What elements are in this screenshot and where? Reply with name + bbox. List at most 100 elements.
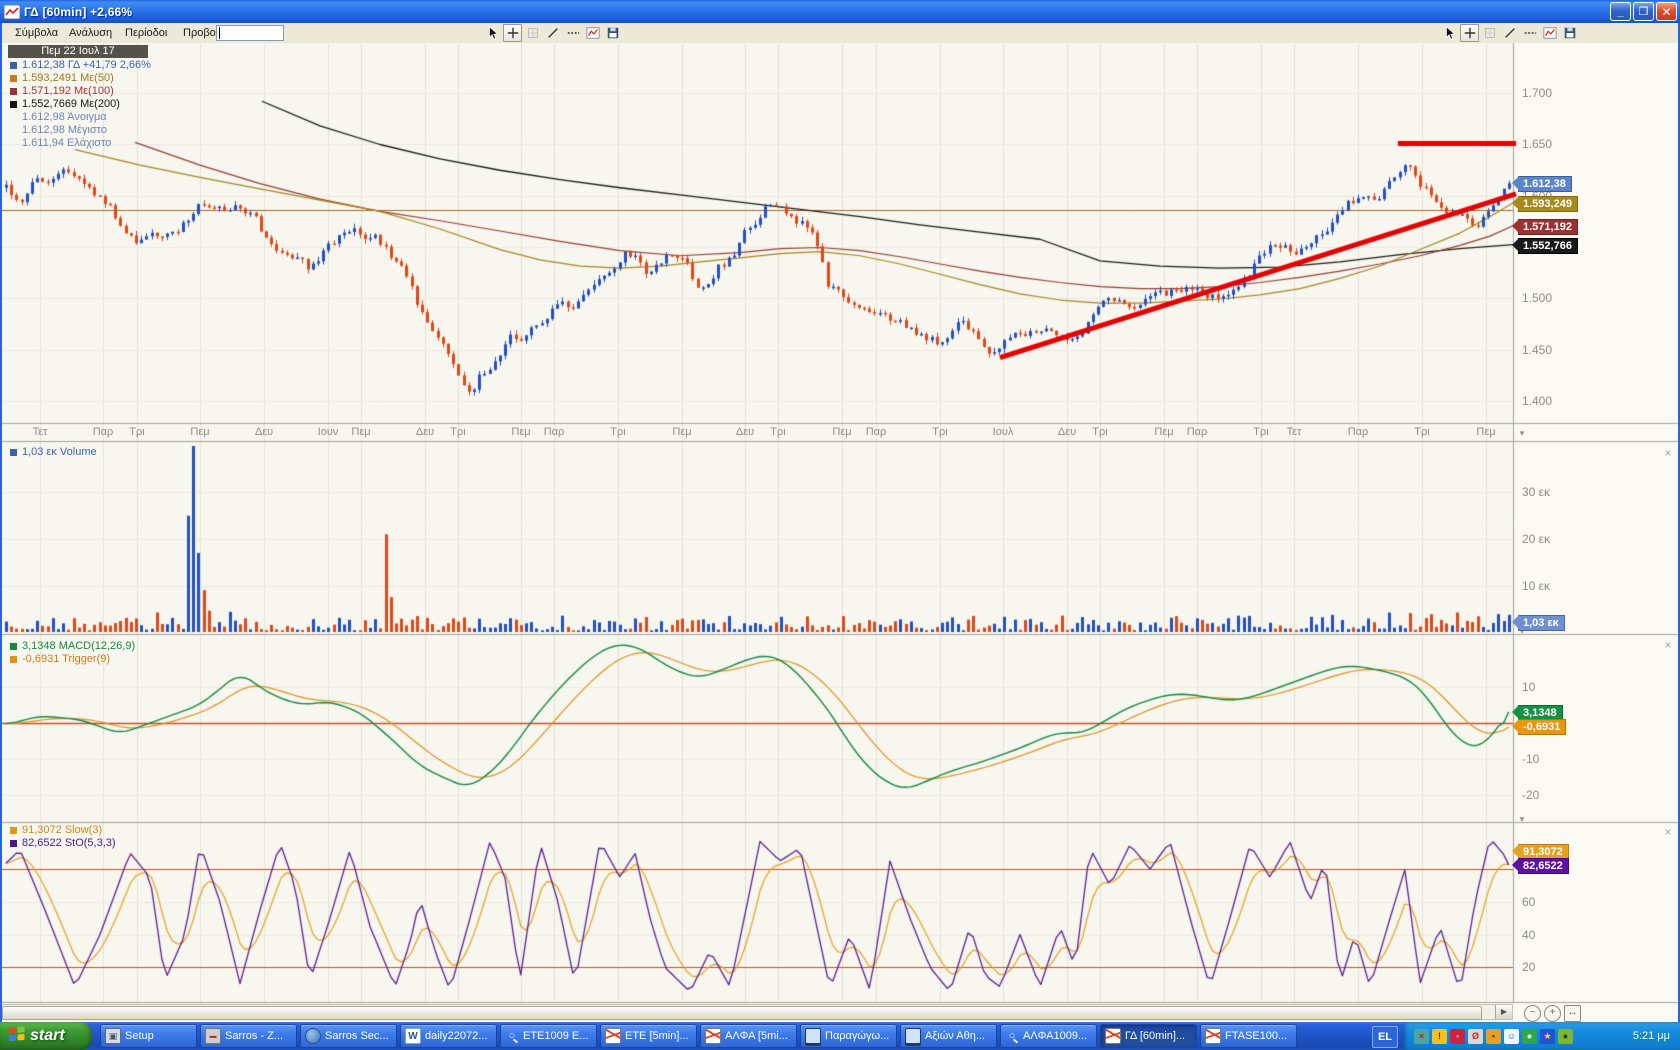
menu-item[interactable]: Ανάλυση [69, 27, 113, 39]
zoom-in-button[interactable]: + [1544, 1005, 1561, 1022]
task-label: ΕΤΕ1009 Ε... [523, 1030, 589, 1042]
task-button[interactable]: ΑΛΦΑ [5mi... [700, 1024, 797, 1048]
panel-collapse-icon[interactable]: ▾ [1519, 814, 1525, 824]
task-button[interactable]: ΑΛΦΑ1009... [1000, 1024, 1097, 1048]
panel-collapse-icon[interactable]: ▾ [1519, 428, 1525, 438]
value-tag-text: 1.612,38 [1523, 178, 1566, 190]
network-error-icon[interactable]: × [1414, 1028, 1429, 1044]
stoch-axis-tick: 60 [1522, 895, 1536, 909]
dotted-line-tool-button[interactable] [563, 24, 582, 42]
scrollbar-thumb[interactable] [2, 1006, 1482, 1020]
value-tag-arrow [1512, 615, 1519, 629]
x-axis-label: Παρ [92, 426, 114, 438]
line-tool-button[interactable] [1500, 24, 1519, 42]
cursor-tool-button[interactable] [1440, 24, 1459, 42]
x-axis-label: Πεμ [1154, 426, 1174, 438]
value-tag-arrow [1512, 858, 1519, 872]
main-legend: 1.612,38 ΓΔ +41,79 2,66% 1.593,2491 Με(50… [8, 59, 151, 150]
menu-item[interactable]: Περίοδοι [125, 27, 168, 39]
task-button[interactable]: FTASE100... [1200, 1024, 1297, 1048]
crosshair-tool-button[interactable] [503, 24, 522, 42]
value-tag: 91,3072 [1512, 844, 1569, 860]
symbol-input[interactable] [216, 25, 284, 41]
toolbar-center [483, 24, 622, 42]
task-label: Παραγώγω... [825, 1030, 890, 1042]
grid-tool-button[interactable] [523, 24, 542, 42]
crosshair-tool-button[interactable] [1460, 24, 1479, 42]
legend-swatch [10, 656, 17, 663]
value-tag: 1.612,38 [1512, 176, 1572, 192]
task-button[interactable]: ΕΤΕ [5min]... [600, 1024, 697, 1048]
minimize-button[interactable]: _ [1610, 2, 1631, 21]
value-tag-arrow [1512, 219, 1519, 233]
x-axis-label: Τρι [770, 426, 786, 438]
close-button[interactable]: ✕ [1656, 2, 1677, 21]
legend-text: 1.612,98 Άνοιγμα [22, 111, 107, 123]
blocked-icon[interactable]: Ø [1468, 1028, 1483, 1044]
task-icon [1205, 1028, 1221, 1044]
cursor-tool-button[interactable] [483, 24, 502, 42]
save-tool-button[interactable] [603, 24, 622, 42]
panel-collapse-icon[interactable]: ▾ [1519, 626, 1525, 636]
task-button[interactable]: daily22072... [400, 1024, 497, 1048]
task-button[interactable]: ΕΤΕ1009 Ε... [500, 1024, 597, 1048]
restore-button[interactable]: ❐ [1633, 2, 1654, 21]
task-button[interactable]: Παραγώγω... [800, 1024, 897, 1048]
task-label: Setup [125, 1030, 154, 1042]
window-border-right [1678, 23, 1680, 1022]
legend-swatch [10, 827, 17, 834]
panel-close-icon[interactable]: × [1664, 638, 1672, 652]
zoom-fit-button[interactable]: ↔ [1564, 1005, 1581, 1022]
task-button[interactable]: Sarros Sec... [300, 1024, 397, 1048]
monitor-orb-icon[interactable]: ◦ [1450, 1028, 1465, 1044]
x-axis-label: Πεμ [190, 426, 210, 438]
task-label: daily22072... [425, 1030, 488, 1042]
task-button[interactable]: Setup [100, 1024, 197, 1048]
panel-close-icon[interactable]: × [1664, 825, 1672, 839]
value-tag-arrow [1512, 238, 1519, 252]
grid-tool-button[interactable] [1480, 24, 1499, 42]
price-axis-tick: 1.500 [1522, 291, 1553, 305]
dotted-line-tool-button[interactable] [1520, 24, 1539, 42]
horizontal-scrollbar[interactable]: ▶ [0, 1004, 1513, 1020]
lock-icon[interactable]: ▪ [1486, 1028, 1501, 1044]
green-app-icon[interactable]: ● [1522, 1028, 1537, 1044]
menu-item[interactable]: Σύμβολα [15, 27, 59, 39]
x-axis-label: Παρ [1186, 426, 1208, 438]
task-button[interactable]: Αξιών Αθη... [900, 1024, 997, 1048]
task-label: Αξιών Αθη... [925, 1030, 985, 1042]
stoch-legend: 91,3072 Slow(3) 82,6522 StO(5,3,3) [8, 824, 116, 850]
task-icon [805, 1028, 821, 1044]
nview-eye-icon[interactable]: ● [1558, 1028, 1573, 1044]
start-button[interactable]: start [0, 1022, 92, 1050]
star-flag-icon[interactable]: ★ [1540, 1028, 1555, 1044]
value-tag: 1.593,249 [1512, 196, 1578, 212]
scroll-right-button[interactable]: ▶ [1495, 1005, 1512, 1019]
legend-text: 91,3072 Slow(3) [22, 824, 103, 836]
volume-axis-tick: 20 εκ [1522, 532, 1551, 546]
legend-item: 1.552,7669 Με(200) [8, 98, 151, 111]
line-tool-button[interactable] [543, 24, 562, 42]
messenger-icon[interactable]: ☺ [1504, 1028, 1519, 1044]
save-tool-button[interactable] [1560, 24, 1579, 42]
legend-swatch [10, 127, 17, 134]
chart-tool-button[interactable] [583, 24, 602, 42]
value-tag-text: 1,03 εκ [1523, 617, 1559, 629]
task-label: ΑΛΦΑ1009... [1023, 1030, 1088, 1042]
task-button[interactable]: ΓΔ [60min]... [1100, 1024, 1197, 1048]
security-shield-icon[interactable]: ! [1432, 1028, 1447, 1044]
legend-item: 1.612,98 Μέγιστο [8, 124, 151, 137]
x-axis-label: Τρι [610, 426, 626, 438]
value-tag: -0,6931 [1512, 719, 1567, 735]
chart-tool-button[interactable] [1540, 24, 1559, 42]
zoom-out-button[interactable]: − [1524, 1005, 1541, 1022]
window-title: ΓΔ [60min] +2,66% [24, 4, 133, 19]
macd-legend: 3,1348 MACD(12,26,9) -0,6931 Trigger(9) [8, 640, 135, 666]
legend-item: -0,6931 Trigger(9) [8, 653, 135, 666]
task-label: Sarros - Z... [225, 1030, 284, 1042]
language-indicator[interactable]: EL [1372, 1026, 1398, 1048]
legend-swatch [10, 88, 17, 95]
task-button[interactable]: Sarros - Z... [200, 1024, 297, 1048]
panel-close-icon[interactable]: × [1664, 446, 1672, 460]
price-chart-canvas[interactable] [0, 43, 1680, 1022]
